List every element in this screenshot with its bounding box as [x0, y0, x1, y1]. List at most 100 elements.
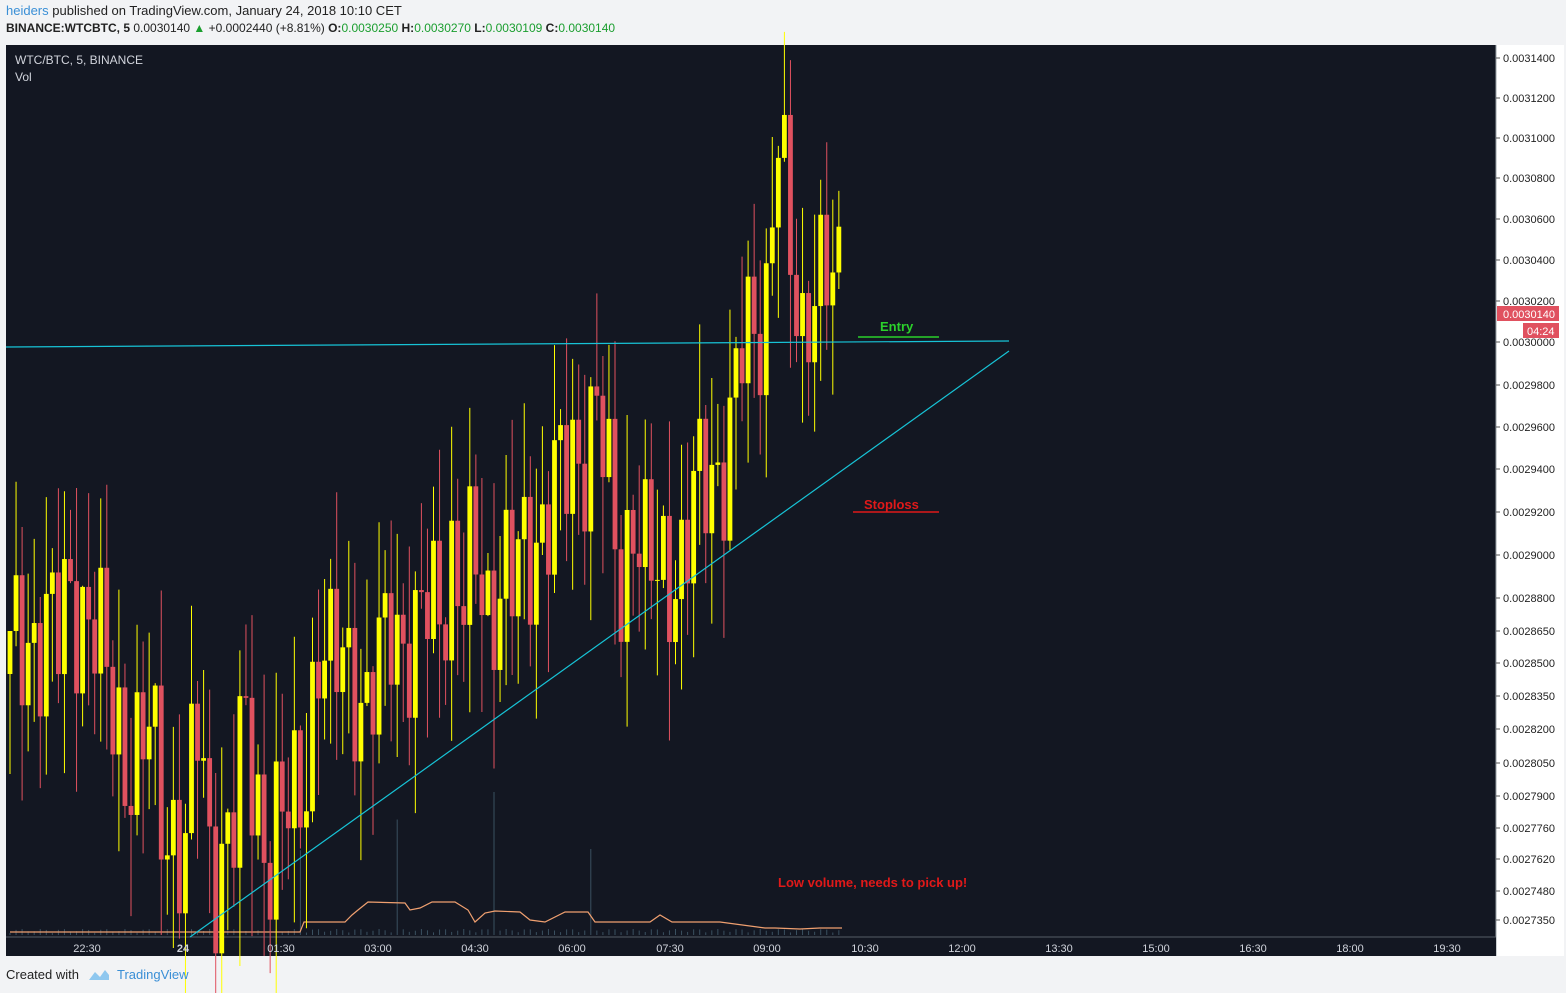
- candle-body: [261, 774, 267, 863]
- candle-body: [364, 672, 370, 703]
- candle-body: [267, 862, 273, 920]
- candle-body: [540, 504, 545, 543]
- time-tick-label: 10:30: [851, 943, 879, 955]
- candle-body: [836, 226, 842, 273]
- candle-body: [31, 623, 37, 643]
- price-axis[interactable]: [1496, 45, 1564, 956]
- candle-body: [757, 333, 763, 396]
- time-tick-label: 24: [177, 943, 190, 955]
- price-change: +0.0002440 (+8.81%): [208, 21, 325, 35]
- candle-body: [334, 588, 340, 693]
- candle-body: [594, 386, 600, 396]
- price-tick-label: 0.0030400: [1503, 255, 1555, 267]
- candle-body: [679, 519, 684, 600]
- candle-body: [661, 515, 666, 580]
- time-tick-label: 12:00: [948, 943, 976, 955]
- time-tick-label: 19:30: [1433, 943, 1461, 955]
- volume-ma-line: [10, 901, 842, 933]
- candle-body: [62, 559, 67, 675]
- candle-body: [164, 855, 170, 860]
- candle-body: [231, 812, 237, 868]
- candle-body: [37, 623, 43, 717]
- candle-body: [298, 730, 303, 828]
- last-price-badge-text: 0.0030140: [1503, 309, 1555, 321]
- time-scale-labels: 22:30 24 01:30 03:00 04:30 06:00 07:30 09:00 10:…: [73, 943, 1461, 955]
- candle-body: [624, 509, 630, 642]
- price-tick-label: 0.0029200: [1503, 507, 1555, 519]
- open-label: O:: [328, 21, 342, 35]
- time-tick-label: 15:00: [1142, 943, 1170, 955]
- last-price: 0.0030140: [133, 21, 191, 35]
- chart-pane[interactable]: [6, 45, 1496, 937]
- candle-body: [697, 418, 703, 471]
- candle-body: [521, 496, 527, 540]
- candle-body: [285, 811, 291, 829]
- price-tick-label: 0.0027760: [1503, 823, 1555, 835]
- horizontal-trendline: [5, 340, 1010, 348]
- candle-body: [721, 462, 727, 541]
- symbol-info-bar: BINANCE:WTCBTC, 5 0.0030140 ▲ +0.0002440…: [6, 21, 615, 35]
- time-tick-label: 13:30: [1045, 943, 1073, 955]
- candle-body: [485, 570, 491, 616]
- candle-body: [225, 812, 231, 844]
- candle-body: [648, 479, 654, 581]
- candle-body: [419, 590, 424, 593]
- time-axis[interactable]: [6, 937, 1496, 956]
- candle-body: [642, 479, 648, 568]
- candle-body: [189, 703, 194, 834]
- candle-body: [455, 520, 461, 607]
- candle-body: [183, 833, 188, 914]
- volume-legend[interactable]: Vol: [15, 70, 32, 84]
- candle-body: [479, 574, 485, 616]
- candle-body: [98, 567, 104, 674]
- candle-body: [358, 702, 364, 762]
- candle-body: [582, 463, 588, 532]
- candle-body: [74, 581, 79, 694]
- candle-body: [412, 590, 418, 718]
- candle-body: [576, 419, 582, 464]
- candle-body: [733, 348, 739, 398]
- price-tick-label: 0.0030600: [1503, 214, 1555, 226]
- candle-body: [249, 697, 255, 836]
- candle-body: [800, 293, 805, 337]
- candle-body: [467, 486, 473, 625]
- stoploss-label[interactable]: Stoploss: [864, 497, 919, 512]
- footer: Created with TradingView: [6, 967, 189, 982]
- candle-body: [177, 799, 182, 914]
- up-arrow-icon: ▲: [193, 21, 206, 35]
- chart-legend-title[interactable]: WTC/BTC, 5, BINANCE: [15, 53, 143, 67]
- candle-body: [812, 306, 818, 363]
- candle-body: [449, 520, 455, 661]
- time-tick-label: 22:30: [73, 943, 101, 955]
- candle-body: [388, 593, 394, 685]
- candle-body: [727, 397, 733, 541]
- volume-note[interactable]: Low volume, needs to pick up!: [778, 875, 967, 890]
- author-link[interactable]: heiders: [6, 3, 49, 18]
- time-tick-label: 16:30: [1239, 943, 1267, 955]
- candle-body: [116, 687, 122, 755]
- candle-body: [43, 593, 49, 717]
- candle-body: [425, 592, 430, 639]
- time-tick-label: 01:30: [267, 943, 295, 955]
- candle-body: [255, 774, 261, 836]
- candle-body: [322, 660, 327, 699]
- candle-body: [630, 509, 636, 554]
- entry-label[interactable]: Entry: [880, 319, 914, 334]
- price-tick-label: 0.0027900: [1503, 791, 1555, 803]
- low-label: L:: [474, 21, 486, 35]
- candle-body: [782, 114, 787, 158]
- candle-body: [618, 549, 624, 642]
- price-tick-label: 0.0028200: [1503, 724, 1555, 736]
- ascending-trendline: [189, 350, 1010, 938]
- candle-body: [25, 642, 31, 706]
- candle-body: [437, 540, 442, 625]
- candle-body: [128, 805, 134, 815]
- candle-body: [654, 579, 660, 581]
- candle-body: [340, 647, 346, 693]
- price-tick-label: 0.0028500: [1503, 658, 1555, 670]
- publish-text: published on TradingView.com, January 24…: [52, 3, 402, 18]
- price-tick-label: 0.0027620: [1503, 854, 1555, 866]
- candle-body: [237, 696, 243, 868]
- tradingview-brand-link[interactable]: TradingView: [116, 967, 189, 982]
